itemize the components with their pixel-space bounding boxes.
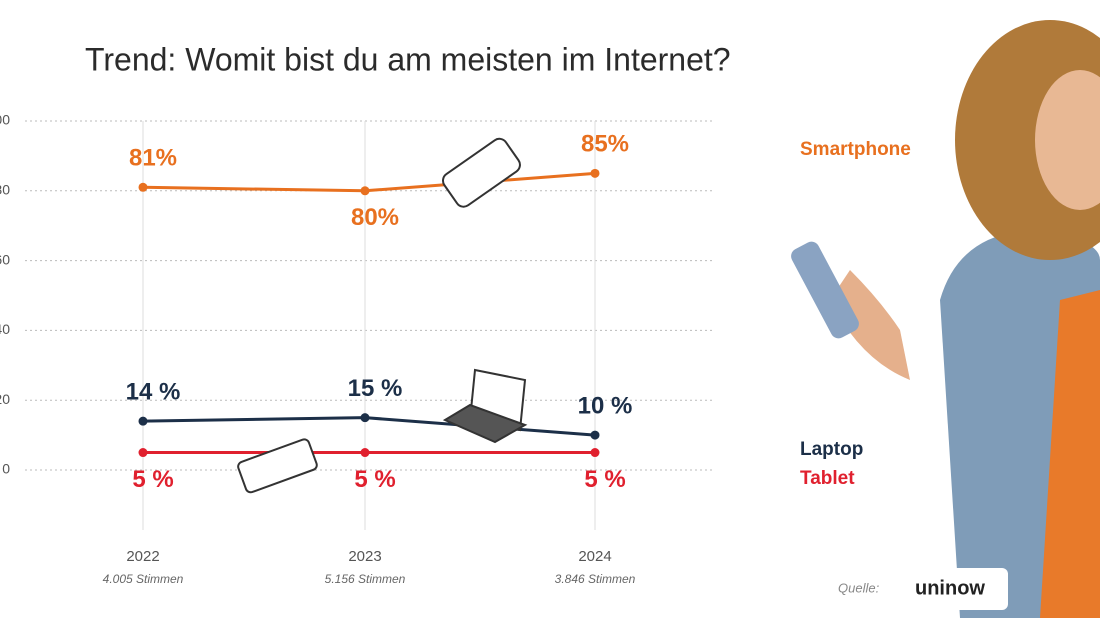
tablet-icon [237, 438, 318, 494]
value-label: 85% [581, 131, 629, 158]
data-point [138, 182, 148, 192]
legend-label: Laptop [800, 439, 863, 460]
y-tick-label: 100 [0, 112, 10, 128]
x-tick-label: 2022 [126, 548, 159, 565]
data-point [360, 448, 370, 458]
legend-label: Tablet [800, 468, 855, 489]
y-tick-label: 20 [0, 391, 10, 407]
value-label: 5 % [132, 466, 173, 493]
y-tick-label: 80 [0, 182, 10, 198]
data-point [138, 416, 148, 426]
phone-icon [441, 137, 521, 208]
value-label: 15 % [348, 375, 403, 402]
value-label: 5 % [354, 466, 395, 493]
value-label: 14 % [126, 378, 181, 405]
y-tick-label: 40 [0, 321, 10, 337]
x-tick-label: 2023 [348, 548, 381, 565]
data-point [360, 413, 370, 423]
data-point [590, 430, 600, 440]
photo [791, 20, 1100, 618]
legend-label: Smartphone [800, 139, 911, 160]
value-label: 10 % [578, 392, 633, 419]
laptop-icon [442, 368, 528, 444]
data-point [590, 168, 600, 178]
value-label: 80% [351, 204, 399, 231]
data-point [138, 448, 148, 458]
x-tick-note: 5.156 Stimmen [325, 572, 406, 586]
value-label: 5 % [584, 466, 625, 493]
chart-title: Trend: Womit bist du am meisten im Inter… [85, 41, 731, 77]
logo: uninow [915, 577, 985, 599]
value-label: 81% [129, 145, 177, 172]
y-tick-label: 60 [0, 251, 10, 267]
y-tick-label: 0 [2, 461, 10, 477]
x-tick-note: 3.846 Stimmen [555, 572, 636, 586]
x-tick-note: 4.005 Stimmen [103, 572, 184, 586]
data-point [360, 186, 370, 196]
source-label: Quelle: [838, 580, 880, 595]
logo-box [880, 568, 1008, 610]
x-tick-label: 2024 [578, 548, 611, 565]
data-point [590, 448, 600, 458]
